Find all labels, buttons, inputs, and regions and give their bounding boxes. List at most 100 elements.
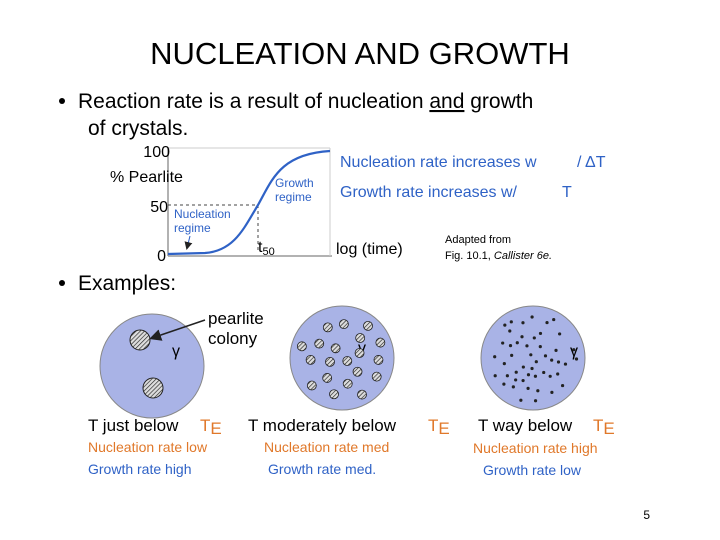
- nucleus: [556, 360, 561, 364]
- credit: Adapted from: [445, 234, 511, 246]
- grain: [330, 343, 341, 354]
- bullet-text: of crystals.: [88, 117, 188, 140]
- nucleus: [515, 341, 519, 345]
- nucleus: [550, 390, 554, 395]
- grain: [342, 378, 353, 389]
- nucleus: [550, 358, 554, 362]
- nucleus: [534, 360, 538, 364]
- nucleus: [520, 335, 524, 339]
- nucleus: [521, 379, 525, 383]
- nucleus: [508, 329, 512, 333]
- note: T: [562, 184, 572, 201]
- nucleus: [536, 389, 540, 393]
- nucleus: [525, 344, 529, 348]
- y-axis-label: % Pearlite: [110, 169, 183, 186]
- nucleus: [521, 365, 525, 369]
- nucleus: [548, 374, 552, 378]
- nucleus: [514, 370, 518, 374]
- nucleus: [509, 320, 513, 324]
- te: TE: [200, 416, 222, 438]
- nucleus: [532, 336, 536, 340]
- nucleus: [556, 372, 560, 376]
- arrow: [149, 319, 206, 341]
- grain: [296, 341, 307, 352]
- regime-label: Nucleation: [174, 207, 231, 221]
- nucleus: [493, 355, 497, 359]
- nucleus: [511, 385, 515, 389]
- nucleus: [526, 386, 530, 390]
- nucleus: [572, 348, 576, 352]
- grain: [363, 320, 373, 331]
- grain-circle: [480, 305, 586, 411]
- bullet: [59, 98, 65, 104]
- grain: [305, 354, 316, 365]
- title: NUCLEATION AND GROWTH: [150, 36, 570, 71]
- arrow: [184, 235, 193, 250]
- grain: [306, 380, 317, 391]
- nucleus: [554, 348, 558, 353]
- grain: [355, 333, 366, 343]
- nucleus: [563, 362, 568, 366]
- grains: [296, 319, 386, 400]
- nucleus: [530, 315, 534, 319]
- y-label: 100: [143, 144, 170, 161]
- growth-rate: Growth rate med.: [268, 461, 376, 477]
- nucleus: [545, 320, 549, 325]
- nucleation-rate: Nucleation rate med: [264, 439, 389, 455]
- grain: [375, 337, 386, 348]
- grains: [493, 315, 579, 403]
- grain: [371, 371, 382, 382]
- nucleus: [530, 366, 534, 371]
- nucleus: [526, 373, 531, 377]
- pearlite-colony: [142, 377, 164, 399]
- nucleus: [533, 374, 538, 378]
- grain: [354, 348, 365, 358]
- grain: [322, 373, 333, 383]
- nucleus: [519, 398, 523, 402]
- nucleation-rate: Nucleation rate high: [473, 440, 598, 456]
- nucleus: [543, 354, 548, 358]
- nucleus: [510, 353, 514, 357]
- nucleus: [502, 382, 506, 386]
- grain: [338, 319, 349, 330]
- nucleus: [560, 383, 565, 388]
- t50-label: t50: [258, 239, 275, 258]
- note: Nucleation rate increases w: [340, 154, 537, 171]
- temperature: T moderately below: [248, 416, 397, 435]
- phase-symbol: γ: [570, 343, 578, 360]
- regime-label: Growth: [275, 176, 314, 190]
- grain: [357, 389, 367, 400]
- pearlite-colony: [129, 329, 151, 351]
- nucleus: [505, 374, 509, 378]
- nucleus: [501, 341, 505, 345]
- nucleus: [514, 378, 518, 382]
- x-axis-label: log (time): [336, 241, 403, 258]
- nucleus: [529, 353, 533, 357]
- grain: [342, 356, 353, 366]
- grain: [314, 338, 325, 349]
- growth-rate: Growth rate high: [88, 461, 192, 477]
- nucleus: [574, 357, 579, 361]
- phase-symbol: γ: [172, 343, 180, 360]
- grain: [329, 389, 339, 400]
- grain: [373, 355, 384, 365]
- nucleus: [503, 323, 507, 327]
- bullet-text: Examples:: [78, 272, 176, 295]
- nucleus: [552, 317, 556, 322]
- nucleus: [538, 331, 543, 336]
- y-label: 0: [157, 248, 166, 265]
- nucleus: [521, 321, 525, 325]
- nucleus: [558, 332, 562, 336]
- note: Growth rate increases w/: [340, 184, 518, 201]
- grain: [322, 322, 333, 333]
- phase-symbol: γ: [358, 340, 366, 357]
- nucleus: [493, 374, 497, 378]
- temperature: T just below: [88, 416, 179, 435]
- nucleus: [502, 362, 506, 366]
- te: TE: [593, 416, 615, 438]
- curve: [167, 149, 331, 256]
- figure: 100 % Pearlite 50 0 Nucleation regime Gr…: [110, 144, 606, 265]
- grain: [325, 356, 335, 367]
